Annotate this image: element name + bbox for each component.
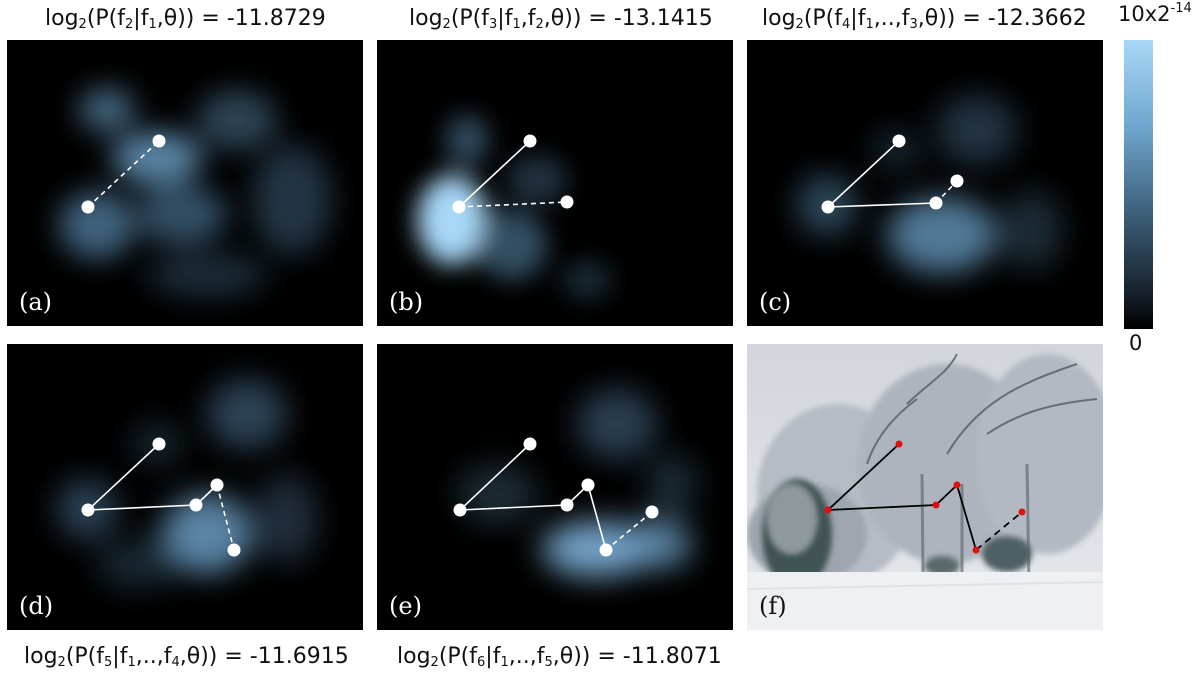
graph-node bbox=[581, 478, 595, 492]
heatmap-blobs bbox=[797, 95, 1062, 273]
graph-node bbox=[210, 478, 224, 492]
graph-node bbox=[892, 134, 906, 148]
graph-node bbox=[599, 543, 613, 557]
graph-node bbox=[560, 498, 574, 512]
graph-edge bbox=[827, 140, 900, 208]
panel-label-c: (c) bbox=[759, 288, 792, 316]
caption-c: log2(P(f4|f1,..,f3,θ)) = -12.3662 bbox=[762, 6, 1087, 32]
graph-node bbox=[1018, 508, 1026, 516]
heatmap-blobs bbox=[59, 88, 332, 297]
graph-edge-dashed bbox=[605, 511, 653, 551]
graph-edge-dashed bbox=[216, 484, 235, 551]
panel-label-b: (b) bbox=[389, 288, 424, 316]
graph-node bbox=[645, 505, 659, 519]
snowy-park-photo bbox=[747, 344, 1103, 630]
graph-node bbox=[560, 195, 574, 209]
heatmap-blobs bbox=[457, 389, 697, 577]
graph-edge bbox=[587, 484, 607, 551]
caption-a: log2(P(f2|f1,θ)) = -11.8729 bbox=[45, 6, 326, 32]
caption-e: log2(P(f6|f1,..,f5,θ)) = -11.8071 bbox=[397, 644, 722, 670]
panel-label-e: (e) bbox=[389, 592, 422, 620]
graph-node bbox=[972, 546, 980, 554]
colorbar-min-label: 0 bbox=[1129, 331, 1143, 355]
colorbar bbox=[1124, 40, 1153, 329]
panel-label-f: (f) bbox=[759, 592, 787, 620]
graph-node bbox=[152, 134, 166, 148]
graph-node bbox=[152, 437, 166, 451]
graph-edge-dashed bbox=[975, 511, 1023, 551]
panel-label-d: (d) bbox=[19, 592, 54, 620]
heatmap-panel-d: (d) bbox=[7, 344, 363, 630]
panel-label-a: (a) bbox=[19, 288, 53, 316]
graph-edge bbox=[827, 443, 900, 511]
graph-node bbox=[523, 134, 537, 148]
graph-node bbox=[452, 200, 466, 214]
graph-node bbox=[523, 437, 537, 451]
graph-node bbox=[81, 200, 95, 214]
graph-node bbox=[950, 174, 964, 188]
heatmap-panel-a: (a) bbox=[7, 40, 363, 326]
heatmap-blobs bbox=[417, 115, 612, 300]
caption-b: log2(P(f3|f1,f2,θ)) = -13.1415 bbox=[409, 6, 713, 32]
heatmap-panel-b: (b) bbox=[377, 40, 733, 326]
graph-node bbox=[932, 501, 940, 509]
graph-edge bbox=[935, 484, 958, 506]
graph-node bbox=[824, 506, 832, 514]
graph-edge bbox=[458, 140, 531, 208]
graph-node bbox=[929, 196, 943, 210]
heatmap-blobs bbox=[57, 379, 317, 589]
graph-node bbox=[227, 543, 241, 557]
graph-node bbox=[81, 503, 95, 517]
graph-edge bbox=[827, 202, 937, 208]
graph-node bbox=[953, 481, 961, 489]
graph-node bbox=[189, 498, 203, 512]
colorbar-max-label: 10x2-14 bbox=[1118, 1, 1192, 26]
graph-node bbox=[453, 503, 467, 517]
graph-edge bbox=[459, 504, 568, 511]
graph-edge-dashed bbox=[458, 201, 568, 208]
heatmap-panel-c: (c) bbox=[747, 40, 1103, 326]
graph-edge bbox=[956, 484, 977, 551]
graph-edge bbox=[827, 504, 937, 511]
graph-edge-dashed bbox=[87, 140, 160, 208]
graph-edge bbox=[87, 504, 197, 511]
graph-edge bbox=[459, 443, 531, 511]
graph-edge bbox=[87, 443, 160, 511]
photo-panel-f: (f) bbox=[747, 344, 1103, 630]
graph-node bbox=[821, 200, 835, 214]
graph-node bbox=[895, 440, 903, 448]
heatmap-panel-e: (e) bbox=[377, 344, 733, 630]
caption-d: log2(P(f5|f1,..,f4,θ)) = -11.6915 bbox=[24, 644, 349, 670]
